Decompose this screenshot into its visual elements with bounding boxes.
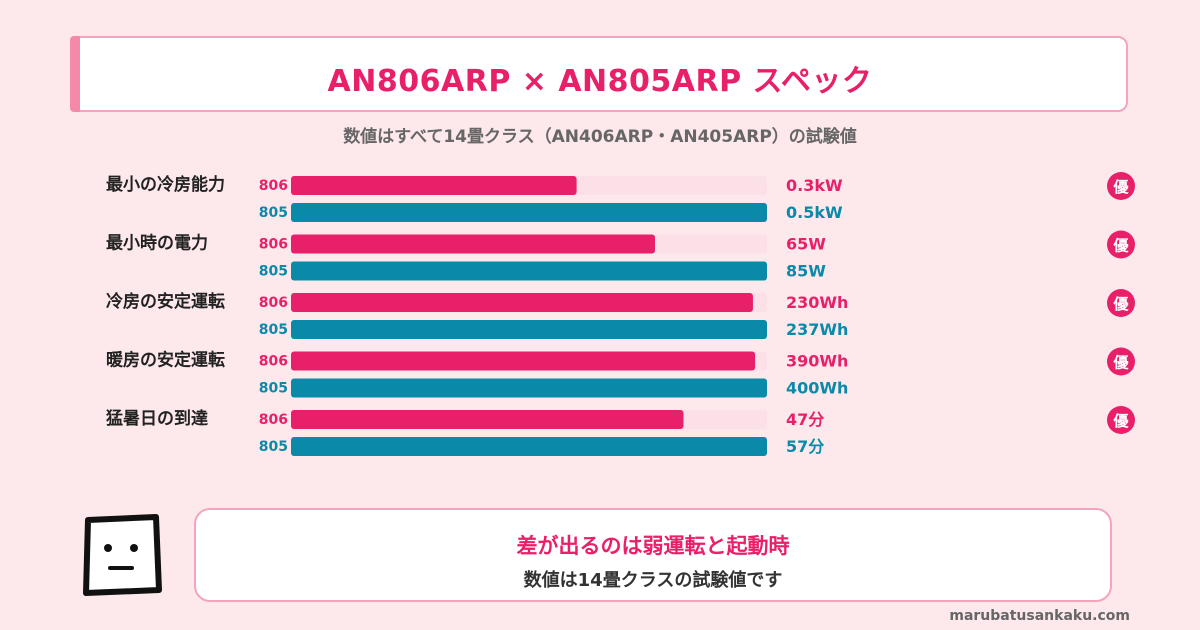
series-label-805: 805 (259, 381, 288, 397)
category-label: 冷房の安定運転 (106, 291, 225, 312)
bar-806 (291, 176, 577, 195)
best-badge (1107, 172, 1135, 200)
value-label-806: 230Wh (786, 293, 848, 312)
page-title: AN806ARP × AN805ARP スペック (327, 64, 873, 99)
note-headline: 差が出るのは弱運転と起動時 (516, 534, 790, 558)
value-label-805: 237Wh (786, 320, 848, 339)
bar-805 (291, 203, 767, 222)
series-label-805: 805 (259, 439, 288, 455)
title-banner: AN806ARP × AN805ARP スペック (72, 36, 1128, 112)
value-label-806: 390Wh (786, 352, 848, 371)
best-badge (1107, 347, 1135, 376)
value-label-806: 0.3kW (786, 176, 843, 195)
series-label-806: 806 (259, 237, 288, 253)
best-badge-label: 優 (1112, 178, 1129, 196)
series-label-805: 805 (259, 205, 288, 221)
bar-805 (291, 378, 767, 398)
series-label-806: 806 (259, 354, 288, 370)
value-label-806: 65W (786, 235, 826, 254)
series-label-806: 806 (259, 178, 288, 194)
series-label-806: 806 (259, 295, 288, 311)
best-badge (1107, 230, 1135, 259)
value-label-805: 0.5kW (786, 203, 843, 222)
bar-806 (291, 410, 684, 429)
best-badge (1107, 406, 1135, 434)
bar-805 (291, 261, 767, 281)
best-badge-label: 優 (1112, 354, 1129, 372)
value-label-805: 400Wh (786, 379, 848, 398)
series-label-806: 806 (259, 412, 288, 428)
note-detail: 数値は14畳クラスの試験値です (523, 570, 783, 591)
best-badge-label: 優 (1112, 237, 1129, 255)
series-label-805: 805 (259, 264, 288, 280)
note-bubble: 差が出るのは弱運転と起動時 数値は14畳クラスの試験値です (194, 508, 1112, 602)
bar-806 (291, 293, 753, 312)
title-accent-bar (70, 36, 80, 112)
best-badge-label: 優 (1112, 295, 1129, 313)
category-label: 暖房の安定運転 (106, 350, 225, 371)
value-label-805: 85W (786, 262, 826, 281)
series-label-805: 805 (259, 322, 288, 338)
bar-806 (291, 351, 756, 371)
best-badge (1107, 289, 1135, 317)
value-label-805: 57分 (786, 437, 824, 456)
bar-805 (291, 320, 767, 339)
best-badge-label: 優 (1112, 412, 1129, 430)
category-label: 最小時の電力 (106, 233, 208, 254)
bar-806 (291, 234, 655, 254)
page-subtitle: 数値はすべて14畳クラス（AN406ARP・AN405ARP）の試験値 (343, 127, 857, 147)
value-label-806: 47分 (786, 410, 824, 429)
category-label: 最小の冷房能力 (106, 174, 225, 195)
site-credit: marubatusankaku.com (949, 608, 1130, 624)
face-icon (83, 514, 162, 596)
bar-805 (291, 437, 767, 456)
category-label: 猛暑日の到達 (105, 408, 208, 429)
